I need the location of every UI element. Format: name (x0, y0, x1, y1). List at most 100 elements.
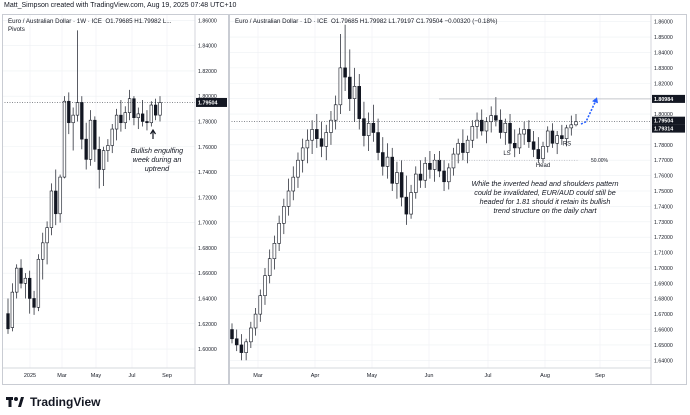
candle-body-down (315, 129, 319, 139)
candle (305, 129, 310, 164)
candle (249, 321, 253, 348)
candle (447, 163, 451, 190)
candle-body-down (498, 119, 503, 133)
candle (428, 150, 432, 179)
x-tick-label: Sep (595, 373, 605, 379)
tradingview-brand: TradingView (30, 395, 101, 409)
candle-body-up (106, 145, 110, 151)
candle (253, 307, 258, 336)
x-tick-label: May (91, 373, 102, 379)
candle (531, 130, 536, 158)
candle (423, 157, 427, 188)
daily-chart-svg[interactable]: 1.860001.850001.840001.830001.820001.810… (229, 14, 687, 385)
candle-body-down (371, 122, 376, 133)
candle-body-up (244, 341, 248, 353)
fib-50-label: 50.00% (591, 158, 609, 164)
candle (132, 96, 136, 126)
candle (329, 110, 333, 145)
candle-body-down (140, 113, 145, 122)
candle (110, 123, 114, 154)
y-tick-label: 1.78000 (198, 119, 217, 125)
y-tick-label: 1.70000 (654, 266, 673, 272)
candle-body-up (267, 258, 272, 276)
candle (106, 139, 110, 162)
y-tick-label: 1.72000 (198, 195, 217, 201)
candle-body-up (71, 114, 75, 124)
candle (475, 112, 479, 139)
candle-body-down (442, 170, 446, 183)
projection-arrowhead-icon (592, 97, 598, 104)
last-price-badge (196, 97, 227, 107)
candle-body-up (569, 124, 574, 129)
candle-body-down (527, 129, 531, 143)
candle (84, 122, 88, 170)
weekly-chart-pane[interactable]: 1.86000 1.84000 1.82000 1.80000 1.78000 1.760… (2, 14, 229, 385)
y-tick-label: 1.75000 (654, 189, 673, 195)
bullish-arrow-icon (149, 128, 157, 140)
candle-body-up (127, 98, 132, 113)
candle-body-up (36, 258, 41, 308)
candle-body-up (136, 113, 140, 118)
candle (67, 92, 71, 135)
tradingview-footer[interactable]: TradingView (4, 393, 100, 411)
candle-body-up (277, 223, 281, 244)
candle-body-down (399, 172, 404, 198)
candle-body-up (352, 86, 357, 99)
y-tick-label: 1.78000 (654, 143, 673, 149)
y-tick-label: 1.64000 (198, 296, 217, 302)
y-tick-label: 1.77000 (654, 158, 673, 164)
x-tick-label: Aug (540, 373, 550, 379)
x-tick-label: Mar (253, 373, 263, 379)
candle-body-down (239, 344, 244, 353)
candle (230, 323, 234, 344)
candle-body-down (357, 86, 361, 119)
candle-body-up (310, 129, 314, 141)
candle (362, 101, 366, 147)
candle-body-down (145, 121, 149, 124)
candle (45, 221, 49, 265)
x-tick-label: Sep (162, 373, 172, 379)
candle-body-down (19, 267, 23, 284)
candle (498, 109, 503, 139)
y-tick-label: 1.71000 (654, 251, 673, 257)
candle-body-up (522, 129, 526, 135)
candle-body-down (6, 313, 10, 330)
daily-chart-pane[interactable]: 1.860001.850001.840001.830001.820001.810… (229, 14, 687, 385)
candle (244, 338, 248, 361)
candle-body-up (10, 291, 14, 328)
candle-body-up (110, 128, 114, 146)
candle (315, 114, 319, 148)
candle-body-down (461, 142, 465, 153)
candle-body-up (253, 313, 258, 329)
head-label: Head (536, 163, 550, 169)
weekly-ohlc: O1.79685 H1.79982 L... (105, 18, 172, 25)
y-tick-label: 1.86000 (654, 20, 673, 26)
candle (267, 249, 272, 284)
candle (300, 138, 305, 173)
daily-ohlc: O1.79685 H1.79982 L1.79197 C1.79504 −0.0… (330, 18, 498, 25)
weekly-chart-svg[interactable]: 1.86000 1.84000 1.82000 1.80000 1.78000 1.760… (2, 14, 229, 385)
candle (32, 290, 36, 315)
candle (381, 137, 385, 176)
candle (385, 143, 390, 179)
candle (136, 107, 140, 130)
candle (296, 152, 300, 188)
candle-body-down (234, 338, 239, 346)
candle (479, 109, 484, 136)
y-tick-label: 1.86000 (198, 18, 217, 24)
candle (442, 160, 446, 191)
candle-body-up (272, 243, 277, 260)
y-tick-label: 1.67000 (654, 312, 673, 318)
y-tick-label: 1.74000 (198, 170, 217, 176)
candle (414, 166, 418, 199)
candle (324, 124, 329, 161)
last-price-text: 1.79504 (198, 100, 218, 106)
y-tick-label: 1.82000 (654, 81, 673, 87)
x-tick-label: 2025 (24, 373, 36, 379)
candle-body-up (503, 122, 508, 133)
price-badge-text: 1.80984 (654, 97, 673, 103)
candle (560, 124, 564, 145)
price-badge (652, 94, 685, 103)
candle (503, 118, 508, 145)
rs-label: RS (563, 142, 571, 148)
